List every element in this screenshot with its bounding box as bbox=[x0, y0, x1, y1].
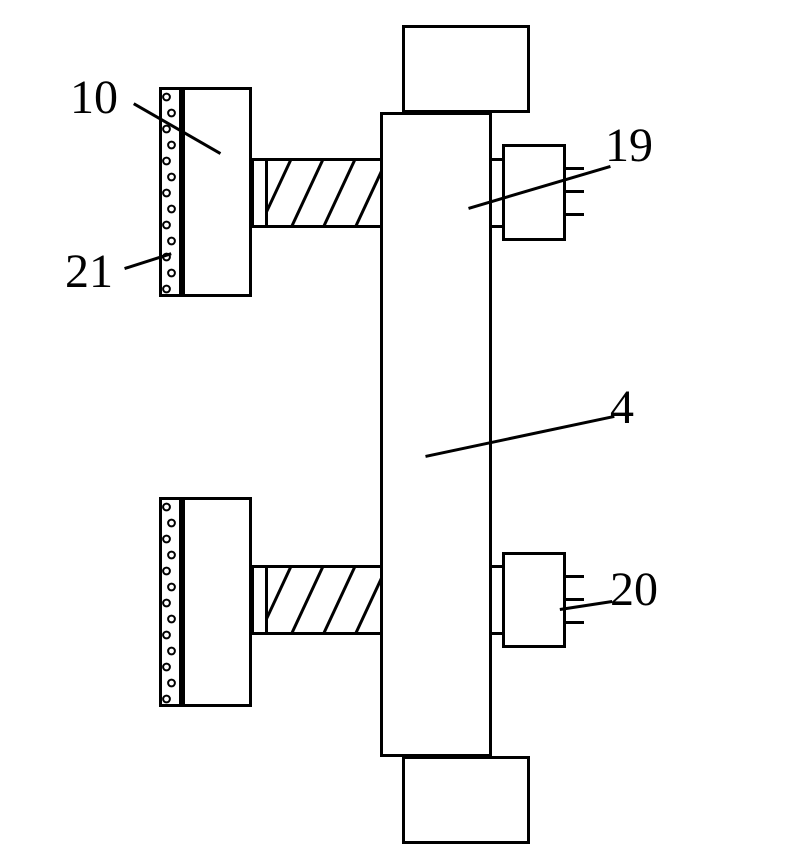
bottom-endcap bbox=[402, 756, 530, 844]
lower-clamp-plate bbox=[182, 497, 252, 707]
vertical-bar bbox=[380, 112, 492, 757]
upper-nut-grip-1 bbox=[566, 190, 584, 193]
lower-nut-grip-1 bbox=[566, 598, 584, 601]
callout-4: 4 bbox=[610, 380, 634, 435]
top-endcap bbox=[402, 25, 530, 113]
lower-nut bbox=[502, 552, 566, 648]
leader-20 bbox=[560, 600, 612, 611]
lower-clamp-pad bbox=[159, 497, 182, 707]
callout-19: 19 bbox=[605, 118, 653, 173]
lower-nut-grip-2 bbox=[566, 621, 584, 624]
upper-nut bbox=[502, 144, 566, 241]
callout-20: 20 bbox=[610, 562, 658, 617]
lower-nut-grip-0 bbox=[566, 575, 584, 578]
upper-nut-grip-0 bbox=[566, 167, 584, 170]
upper-nut-grip-2 bbox=[566, 213, 584, 216]
upper-clamp-plate bbox=[182, 87, 252, 297]
callout-21: 21 bbox=[65, 244, 113, 299]
callout-10: 10 bbox=[70, 70, 118, 125]
